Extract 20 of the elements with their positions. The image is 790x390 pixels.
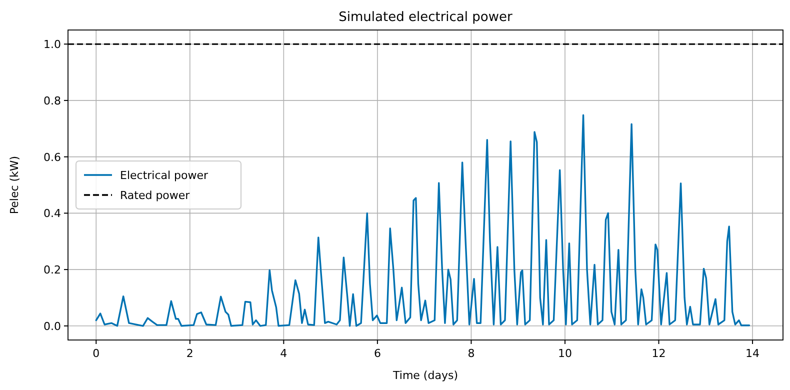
x-tick-label: 4 (280, 347, 288, 360)
x-tick-label: 10 (558, 347, 572, 360)
x-tick-label: 0 (92, 347, 100, 360)
y-axis-title: Pelec (kW) (8, 156, 21, 214)
y-tick-label: 1.0 (44, 38, 61, 52)
legend-label: Rated power (120, 189, 190, 202)
y-tick-label: 0.4 (44, 207, 61, 220)
x-axis-title: Time (days) (392, 369, 458, 382)
chart-title: Simulated electrical power (338, 10, 513, 25)
x-tick-label: 8 (468, 347, 475, 360)
y-tick-label: 0.8 (44, 94, 61, 108)
y-tick-label: 0.0 (44, 320, 61, 333)
y-tick-label: 0.2 (44, 264, 61, 277)
y-tick-label: 0.6 (44, 150, 61, 164)
x-tick-label: 6 (374, 347, 381, 360)
x-tick-label: 14 (746, 347, 760, 360)
line-series (95, 114, 750, 327)
legend-label: Electrical power (120, 169, 209, 182)
x-tick-label: 2 (186, 347, 194, 360)
x-tick-label: 12 (652, 347, 666, 360)
